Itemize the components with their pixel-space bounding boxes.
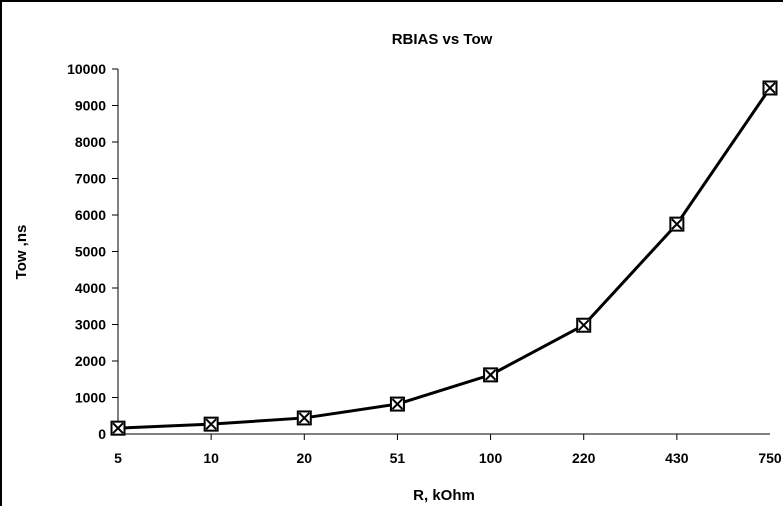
marker-cross-b [764, 82, 776, 94]
x-tick-label: 220 [572, 450, 596, 466]
y-tick-label: 5000 [75, 244, 106, 260]
y-axis-label: Tow ,ns [13, 225, 30, 280]
marker-cross-b [205, 418, 217, 430]
y-tick-label: 1000 [75, 390, 106, 406]
data-point-marker [483, 367, 499, 383]
y-tick-label: 3000 [75, 317, 106, 333]
data-point-marker [576, 317, 592, 333]
marker-cross-b [484, 369, 497, 381]
x-tick-label: 430 [665, 450, 689, 466]
axes [112, 68, 770, 440]
data-point-marker [389, 396, 405, 412]
y-tick-label: 2000 [75, 353, 106, 369]
x-tick-label: 5 [114, 450, 122, 466]
data-point-marker [669, 216, 685, 232]
marker-cross-b [298, 412, 310, 424]
marker-cross-b [112, 422, 124, 434]
chart-title: RBIAS vs Tow [392, 31, 493, 48]
marker-cross-b [578, 319, 590, 331]
data-point-marker [762, 80, 778, 96]
x-tick-label: 750 [758, 450, 782, 466]
x-tick-label: 20 [296, 450, 312, 466]
y-tick-label: 0 [98, 426, 106, 442]
y-tick-label: 10000 [67, 61, 106, 77]
x-tick-label: 51 [390, 450, 406, 466]
x-axis-label: R, kOhm [413, 487, 475, 504]
y-tick-label: 7000 [75, 171, 106, 187]
y-tick-label: 8000 [75, 134, 106, 150]
data-point-marker [110, 420, 126, 436]
marker-cross-b [671, 218, 683, 230]
marker-cross-b [391, 398, 404, 410]
tick-labels: 0 1000 2000 3000 4000 5000 6000 7000 8000 9000 100… [67, 61, 782, 466]
series-layer [110, 80, 778, 436]
series-line [117, 87, 772, 430]
data-point-marker [296, 410, 312, 426]
y-tick-label: 4000 [75, 280, 106, 296]
y-tick-label: 6000 [75, 207, 106, 223]
y-tick-label: 9000 [75, 98, 106, 114]
x-tick-label: 10 [203, 450, 219, 466]
data-point-marker [203, 416, 219, 432]
x-tick-label: 100 [479, 450, 503, 466]
